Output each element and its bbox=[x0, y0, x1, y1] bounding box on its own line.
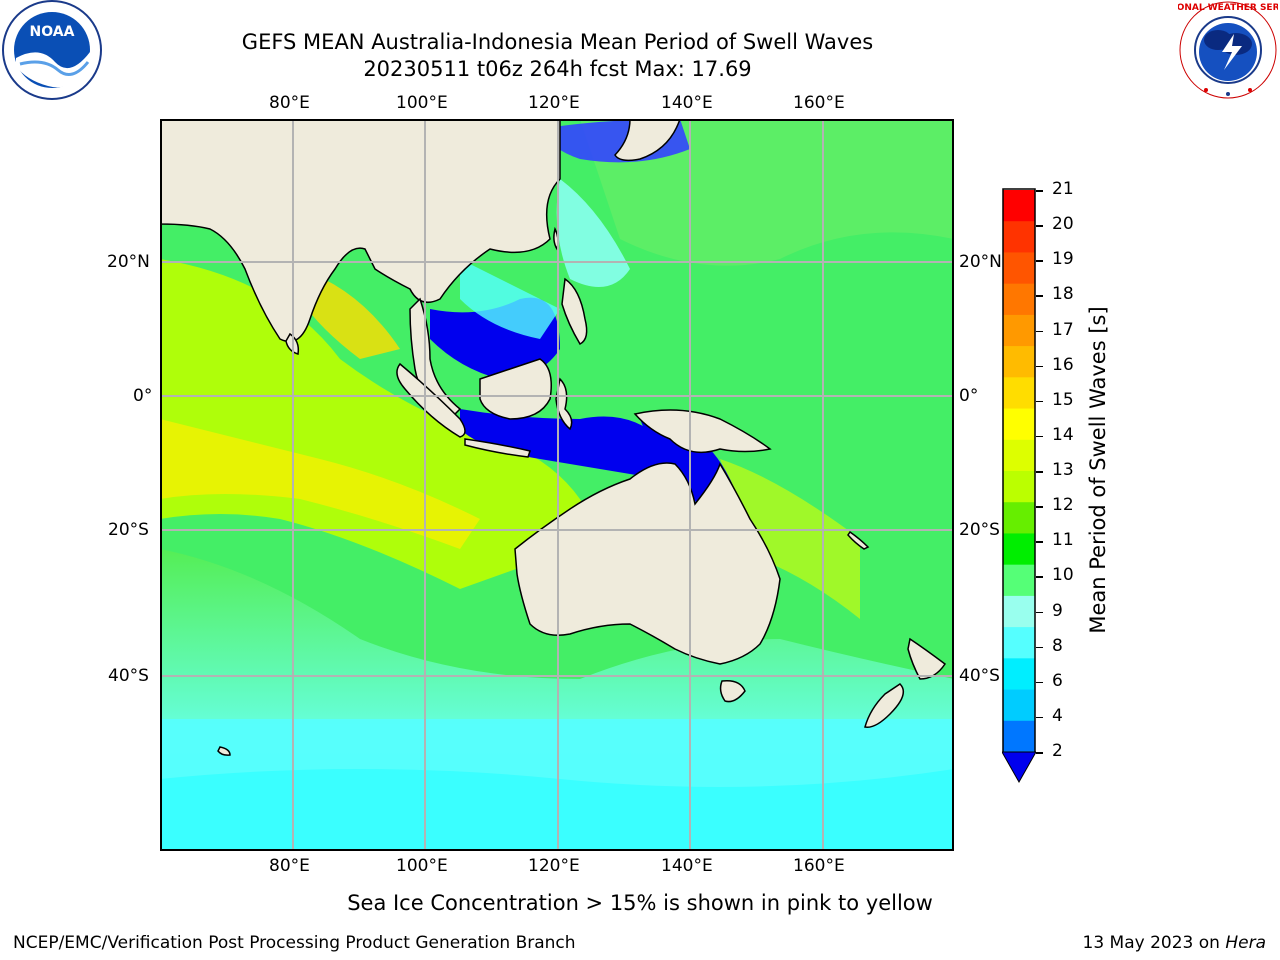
colorbar-tick-mark bbox=[1036, 435, 1043, 438]
lat-tick-left-40s: 40°S bbox=[108, 666, 149, 686]
lat-tick-right-0: 0° bbox=[959, 386, 979, 406]
lat-tick-left-0: 0° bbox=[133, 386, 153, 406]
lon-tick-bottom-80: 80°E bbox=[269, 856, 310, 876]
colorbar-segment bbox=[1003, 658, 1035, 691]
date-value: 13 May 2023 on bbox=[1082, 933, 1226, 953]
colorbar-segment bbox=[1003, 252, 1035, 285]
credit-text: NCEP/EMC/Verification Post Processing Pr… bbox=[13, 933, 576, 953]
lat-tick-left-20s: 20°S bbox=[108, 520, 149, 540]
colorbar-segment bbox=[1003, 720, 1035, 753]
lat-tick-right-40s: 40°S bbox=[959, 666, 1000, 686]
colorbar-tick: 17 bbox=[1052, 319, 1074, 340]
colorbar-segment bbox=[1003, 283, 1035, 316]
colorbar-tick: 4 bbox=[1052, 705, 1063, 726]
colorbar-segment bbox=[1003, 346, 1035, 378]
date-text: 13 May 2023 on Hera bbox=[1083, 933, 1267, 953]
colorbar-segment bbox=[1003, 689, 1035, 722]
lon-tick-top-140: 140°E bbox=[661, 93, 713, 113]
machine-name: Hera bbox=[1225, 933, 1266, 953]
lon-tick-top-100: 100°E bbox=[396, 93, 448, 113]
tasmania-land bbox=[719, 679, 746, 703]
colorbar-tick-mark bbox=[1036, 541, 1043, 543]
sea-ice-footnote: Sea Ice Concentration > 15% is shown in … bbox=[347, 891, 933, 915]
colorbar-segment bbox=[1003, 190, 1035, 222]
colorbar-segment bbox=[1003, 377, 1035, 410]
colorbar-extend-triangle bbox=[1002, 751, 1036, 784]
colorbar-tick: 15 bbox=[1052, 389, 1074, 410]
colorbar-tick-mark bbox=[1036, 365, 1043, 368]
new-zealand-south bbox=[864, 683, 905, 728]
colorbar-tick: 8 bbox=[1052, 635, 1063, 656]
colorbar-tick-mark bbox=[1036, 716, 1043, 719]
indian-ocean-band bbox=[160, 259, 600, 589]
colorbar-tick: 2 bbox=[1052, 741, 1063, 761]
colorbar-tick-mark bbox=[1036, 576, 1043, 578]
colorbar-tick: 12 bbox=[1052, 495, 1074, 516]
borneo-land bbox=[479, 358, 552, 420]
colorbar-segment bbox=[1003, 564, 1035, 597]
title-line-2: 20230511 t06z 264h fcst Max: 17.69 bbox=[363, 57, 752, 81]
map-border bbox=[160, 119, 954, 851]
lon-tick-bottom-140: 140°E bbox=[661, 856, 713, 876]
graticule bbox=[160, 119, 954, 851]
lat-tick-right-20n: 20°N bbox=[959, 252, 1002, 272]
colorbar-tick-mark bbox=[1036, 225, 1043, 227]
colorbar-segment bbox=[1003, 502, 1035, 534]
colorbar-tick-mark bbox=[1036, 260, 1043, 262]
colorbar-segment bbox=[1003, 627, 1035, 659]
colorbar-segment bbox=[1003, 533, 1035, 566]
colorbar-tick-mark bbox=[1036, 681, 1043, 684]
noaa-logo-icon: NOAA bbox=[2, 0, 102, 100]
lon-tick-top-80: 80°E bbox=[269, 93, 310, 113]
colorbar-segment bbox=[1003, 595, 1035, 628]
lat-tick-right-20s: 20°S bbox=[959, 520, 1000, 540]
colorbar-tick: 10 bbox=[1052, 565, 1074, 586]
lon-tick-bottom-160: 160°E bbox=[793, 856, 845, 876]
colorbar-border bbox=[1002, 188, 1036, 752]
colorbar-segment bbox=[1003, 439, 1035, 472]
colorbar-tick: 20 bbox=[1052, 214, 1074, 235]
colorbar bbox=[1002, 188, 1036, 784]
lon-tick-bottom-100: 100°E bbox=[396, 856, 448, 876]
colorbar-tick-mark bbox=[1036, 506, 1043, 508]
colorbar-tick: 9 bbox=[1052, 600, 1063, 621]
colorbar-segment bbox=[1003, 408, 1035, 441]
colorbar-segment bbox=[1003, 471, 1035, 503]
lon-tick-top-120: 120°E bbox=[528, 93, 580, 113]
colorbar-segment bbox=[1003, 221, 1035, 253]
new-guinea-land bbox=[633, 409, 772, 454]
lon-tick-bottom-120: 120°E bbox=[528, 856, 580, 876]
colorbar-tick: 11 bbox=[1052, 530, 1074, 551]
colorbar-tick: 13 bbox=[1052, 460, 1074, 480]
colorbar-segment bbox=[1003, 314, 1035, 347]
colorbar-tick: 6 bbox=[1052, 670, 1063, 691]
colorbar-tick-mark bbox=[1036, 646, 1043, 649]
colorbar-tick: 14 bbox=[1052, 424, 1074, 445]
colorbar-tick-mark bbox=[1036, 295, 1043, 297]
colorbar-tick-mark bbox=[1036, 471, 1043, 473]
asia-land bbox=[160, 119, 561, 343]
lon-tick-top-160: 160°E bbox=[793, 93, 845, 113]
colorbar-label: Mean Period of Swell Waves [s] bbox=[1086, 306, 1110, 634]
noaa-logo-text: NOAA bbox=[30, 24, 75, 40]
colorbar-tick-mark bbox=[1036, 400, 1043, 403]
nws-logo-icon: NATIONAL WEATHER SERVICE bbox=[1178, 1, 1278, 99]
title-line-1: GEFS MEAN Australia-Indonesia Mean Perio… bbox=[241, 30, 874, 54]
colorbar-tick: 16 bbox=[1052, 354, 1074, 375]
colorbar-tick: 21 bbox=[1052, 179, 1074, 199]
colorbar-tick-mark bbox=[1036, 611, 1043, 613]
lat-tick-left-20n: 20°N bbox=[107, 252, 150, 272]
colorbar-tick-mark bbox=[1036, 330, 1043, 332]
nws-logo-text: NATIONAL WEATHER SERVICE bbox=[1178, 3, 1278, 13]
colorbar-tick: 18 bbox=[1052, 284, 1074, 305]
colorbar-tick: 19 bbox=[1052, 249, 1074, 270]
colorbar-tick-mark bbox=[1036, 752, 1043, 754]
colorbar-tick-mark bbox=[1036, 190, 1043, 192]
australia-land bbox=[514, 462, 781, 665]
swell-period-map bbox=[160, 119, 954, 851]
